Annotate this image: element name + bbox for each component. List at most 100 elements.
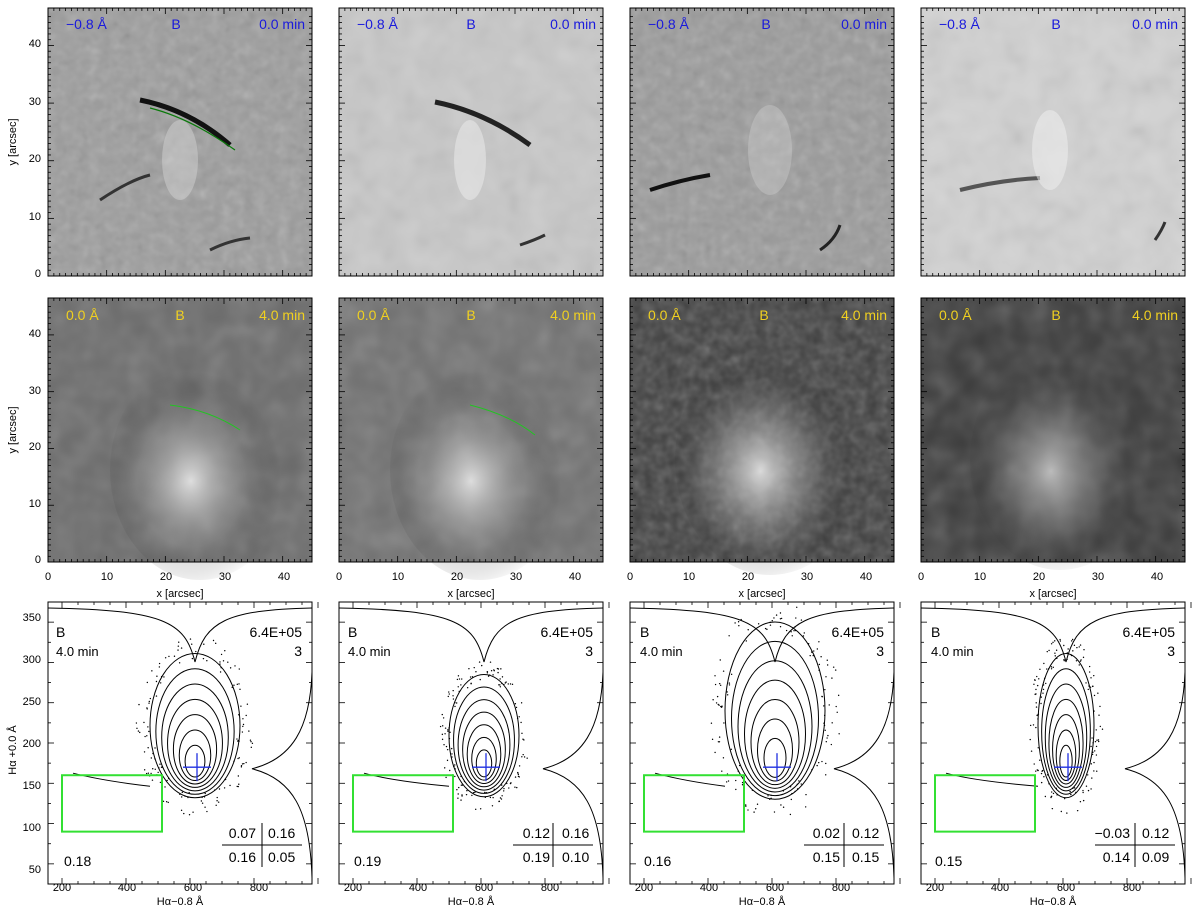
row1-wavelength-label-3: −0.8 Å — [648, 16, 690, 32]
row2-panel-3 — [630, 298, 894, 575]
row2-region-label-2: B — [466, 307, 475, 323]
scatter-points-2 — [439, 661, 528, 811]
row1-time-label-3: 0.0 min — [841, 16, 887, 32]
image-x-tick-labels: 0 10 20 30 40 0 10 20 30 40 0 10 20 30 4… — [45, 571, 1163, 583]
scatter-panel-2 — [338, 601, 610, 885]
row1-panel-4 — [921, 8, 1185, 276]
p3-xtick-40: 40 — [860, 571, 872, 583]
row1-time-label-1: 0.0 min — [259, 16, 305, 32]
s2-time-label: 4.0 min — [348, 644, 391, 659]
scatter-ticks-4 — [921, 601, 1192, 884]
row2-region-label-3: B — [759, 307, 768, 323]
s3-xtick-400: 400 — [700, 882, 718, 894]
p2-xtick-10: 10 — [392, 571, 404, 583]
row2-ylabel: y [arcsec] — [7, 406, 19, 453]
s2-num: 3 — [585, 643, 593, 659]
row1-ticks-4 — [920, 8, 1186, 277]
s1-xtick-200: 200 — [53, 882, 71, 894]
s3-num: 3 — [876, 643, 884, 659]
row2-frame-1 — [47, 297, 313, 563]
p4-xlabel: x [arcsec] — [1029, 588, 1076, 600]
scatter-threshold-box-2 — [352, 774, 454, 833]
p4-xtick-40: 40 — [1151, 571, 1163, 583]
s1-q-bl: 0.16 — [229, 849, 256, 865]
scatter-ylabel: Hα +0.0 Å — [6, 725, 19, 775]
s4-xlabel: Hα−0.8 Å — [1030, 895, 1077, 907]
s3-q-tr: 0.12 — [852, 825, 879, 841]
s3-q-br: 0.15 — [852, 849, 879, 865]
row2-ytick-30: 30 — [29, 385, 41, 397]
row1-ticks-1 — [47, 8, 313, 277]
row1-frame-3 — [629, 7, 895, 277]
scatter-panel-4 — [920, 601, 1192, 885]
scatter-xlabels: Hα−0.8 Å Hα−0.8 Å Hα−0.8 Å Hα−0.8 Å — [157, 895, 1077, 907]
p4-xtick-20: 20 — [1033, 571, 1045, 583]
scatter-threshold-box-4 — [934, 774, 1036, 833]
s4-xtick-600: 600 — [1057, 882, 1075, 894]
s4-q-tl: −0.03 — [1095, 825, 1131, 841]
s-ytick-150: 150 — [23, 780, 41, 792]
row2-wavelength-label-4: 0.0 Å — [939, 307, 972, 323]
row2-time-label-2: 4.0 min — [550, 307, 596, 323]
row2-ticks-2 — [338, 298, 604, 563]
row1-ticks-3 — [629, 8, 895, 277]
p2-xtick-40: 40 — [569, 571, 581, 583]
row2-time-label-3: 4.0 min — [841, 307, 887, 323]
image-xlabels: x [arcsec] x [arcsec] x [arcsec] x [arcs… — [156, 588, 1076, 600]
row1-time-label-4: 0.0 min — [1132, 16, 1178, 32]
s3-time-label: 4.0 min — [640, 644, 683, 659]
s1-q-br: 0.05 — [268, 849, 295, 865]
row1-region-label-3: B — [761, 16, 770, 32]
row1-ytick-0: 0 — [35, 268, 41, 280]
s2-q-tl: 0.12 — [523, 825, 550, 841]
p1-xtick-20: 20 — [160, 571, 172, 583]
row1-ytick-30: 30 — [29, 96, 41, 108]
row1-ylabel: y [arcsec] — [7, 118, 19, 165]
row1-wavelength-label-1: −0.8 Å — [66, 16, 108, 32]
p2-xlabel: x [arcsec] — [447, 588, 494, 600]
row2-panel-1 — [48, 298, 312, 580]
scatter-contours-4 — [945, 652, 1095, 799]
scatter-right-profile-3 — [833, 671, 895, 879]
p1-xtick-30: 30 — [219, 571, 231, 583]
s3-xlabel: Hα−0.8 Å — [739, 895, 786, 907]
s1-num: 3 — [294, 643, 302, 659]
s2-xtick-600: 600 — [475, 882, 493, 894]
row1-ytick-20: 20 — [29, 153, 41, 165]
scatter-ticks-1 — [48, 601, 319, 884]
row2-panel-4 — [921, 298, 1185, 570]
scatter-points-4 — [1029, 638, 1104, 814]
p1-xlabel: x [arcsec] — [156, 588, 203, 600]
row1-region-label-1: B — [171, 16, 180, 32]
row1-panel-3 — [630, 8, 894, 276]
row1-region-label-4: B — [1051, 16, 1060, 32]
row2-panels — [48, 298, 1185, 580]
p2-xtick-20: 20 — [451, 571, 463, 583]
scatter-top-profile-1 — [47, 607, 313, 663]
p4-xtick-30: 30 — [1092, 571, 1104, 583]
p4-xtick-10: 10 — [974, 571, 986, 583]
row2-ticks-4 — [920, 298, 1186, 563]
s-ytick-200: 200 — [23, 738, 41, 750]
row1-panels — [48, 8, 1185, 276]
scatter-contours-2 — [363, 673, 520, 798]
s3-q-tl: 0.02 — [813, 825, 840, 841]
row2-ytick-10: 10 — [29, 498, 41, 510]
row2-ytick-0: 0 — [35, 554, 41, 566]
scatter-y-tick-labels: 50 100 150 200 250 300 350 — [23, 612, 41, 876]
row1-labels: −0.8 Å B 0.0 min −0.8 Å B 0.0 min −0.8 Å… — [66, 16, 1178, 32]
row1-panel-1 — [48, 8, 312, 276]
p3-xtick-0: 0 — [627, 571, 633, 583]
s4-num: 3 — [1167, 643, 1175, 659]
s2-q-tr: 0.16 — [562, 825, 589, 841]
row2-time-label-4: 4.0 min — [1132, 307, 1178, 323]
s2-q-br: 0.10 — [562, 849, 589, 865]
row1-ticks-2 — [338, 8, 604, 277]
s2-xlabel: Hα−0.8 Å — [448, 895, 495, 907]
scatter-threshold-box-1 — [61, 774, 163, 833]
s-ytick-250: 250 — [23, 696, 41, 708]
p1-xtick-0: 0 — [45, 571, 51, 583]
s2-xtick-800: 800 — [541, 882, 559, 894]
scatter-ticks-3 — [630, 601, 901, 884]
